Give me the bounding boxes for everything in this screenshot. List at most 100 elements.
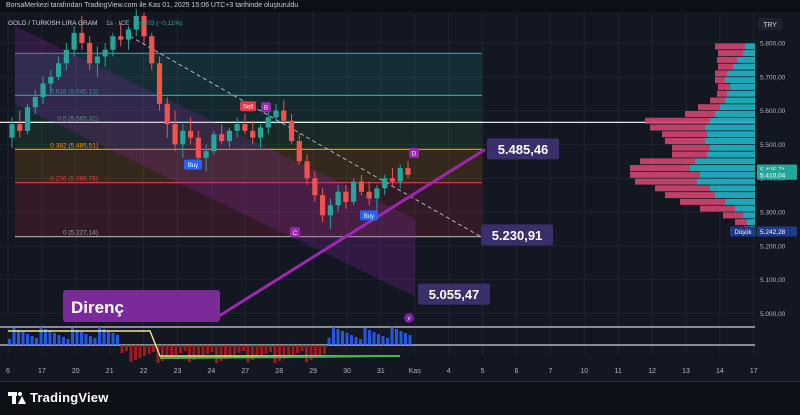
tradingview-brand: TradingView <box>30 390 109 405</box>
volume-bar-down <box>710 97 725 104</box>
volume-bar-up <box>705 124 755 131</box>
resistance-callout <box>63 290 220 322</box>
time-tick: 28 <box>275 368 283 375</box>
candle-body <box>374 188 380 199</box>
osc-bar <box>228 345 232 357</box>
price-annotation <box>418 283 490 305</box>
osc-bar <box>219 345 223 361</box>
price-tick: 5.500,00 <box>760 142 786 149</box>
osc-bar <box>381 336 385 345</box>
symbol-legend: GOLD / TURKISH LIRA GRAM 1s · ICE −6,03 (−… <box>8 20 182 27</box>
price-label <box>757 169 797 180</box>
osc-bar <box>282 345 286 359</box>
volume-bar-up <box>700 171 755 178</box>
osc-bar <box>116 335 119 345</box>
osc-bar <box>206 345 209 354</box>
time-tick: 20 <box>72 368 80 375</box>
candle-body <box>118 36 124 40</box>
osc-bar <box>341 331 344 345</box>
candle-body <box>273 110 279 118</box>
sell-marker <box>240 101 256 112</box>
candle-body <box>172 124 178 145</box>
volume-bar-down <box>718 83 730 90</box>
volume-profile <box>630 43 755 232</box>
candle-body <box>17 124 23 131</box>
fib-label: 0.382 (5.485,51) <box>50 142 98 149</box>
symbol-interval: 1s · ICE <box>106 20 130 27</box>
price-annotation <box>481 224 553 246</box>
osc-bar <box>309 345 313 360</box>
osc-bar <box>44 329 47 345</box>
osc-bar <box>296 345 299 353</box>
time-tick: 5 <box>481 368 485 375</box>
volume-bar-up <box>690 165 755 172</box>
time-tick: 22 <box>140 368 148 375</box>
osc-bar <box>372 332 376 345</box>
osc-bar <box>368 330 371 345</box>
osc-bar <box>35 338 38 345</box>
osc-bar <box>354 337 358 345</box>
osc-bar <box>350 335 353 345</box>
resistance-callout-text: Direnç <box>71 298 124 317</box>
price-axis[interactable]: 5.800,005.700,005.600,005.500,005.400,00… <box>730 12 800 381</box>
osc-bar <box>80 332 83 345</box>
time-tick: 6 <box>515 368 519 375</box>
volume-bar-down <box>717 90 727 97</box>
osc-bar <box>48 331 52 345</box>
osc-line <box>159 355 401 359</box>
osc-bar <box>57 335 61 345</box>
trendline-support <box>214 148 486 320</box>
osc-bar <box>102 329 106 345</box>
channel-midline <box>129 35 483 238</box>
osc-bar <box>138 345 142 358</box>
candle-body <box>389 178 396 182</box>
tradingview-logo[interactable]: TradingView <box>8 390 109 405</box>
volume-bar-up <box>730 83 755 90</box>
point-marker <box>290 227 300 238</box>
volume-bar-down <box>700 205 735 212</box>
osc-bar <box>107 331 110 345</box>
volume-bar-up <box>707 151 755 158</box>
point-label: D <box>412 151 417 157</box>
candle-body <box>327 205 333 216</box>
osc-bar <box>233 345 236 355</box>
osc-bar <box>386 338 389 345</box>
osc-bar <box>89 336 92 345</box>
volume-bar-up <box>725 198 755 205</box>
volume-bar-up <box>737 56 755 63</box>
fib-zone <box>15 53 482 96</box>
oscillator-pane <box>0 326 800 363</box>
volume-bar-up <box>715 110 755 117</box>
lightning-icon <box>404 313 414 323</box>
volume-bar-up <box>725 77 755 84</box>
lightning-glyph: ⚡ <box>407 315 412 323</box>
candle-body <box>226 130 233 142</box>
osc-bar <box>242 345 245 351</box>
osc-bar <box>201 345 205 356</box>
time-axis[interactable]: 6 17 20 21 22 23 24 27 28 29 30 31 Kas 4 5 6 7 10 11 12 13 14… <box>6 368 758 375</box>
fib-label: 0.5 (5.565,32) <box>58 115 98 122</box>
footer-bar: TradingView <box>0 381 800 415</box>
channel-fill <box>15 26 415 297</box>
price-tick: 5.800,00 <box>760 41 786 48</box>
price-label-text: 5.410,04 <box>760 172 786 179</box>
candles <box>9 9 411 229</box>
time-tick: 17 <box>38 368 46 375</box>
candle-body <box>79 32 85 43</box>
candle-body <box>351 181 357 202</box>
candle-body <box>312 178 318 196</box>
fib-label: 0.618 (5.645,13) <box>50 88 98 95</box>
time-tick: 11 <box>615 368 622 375</box>
candle-body <box>257 127 264 138</box>
osc-bar <box>377 334 380 345</box>
candle-body <box>187 130 194 138</box>
time-tick: 17 <box>750 368 758 375</box>
osc-bar <box>273 345 277 363</box>
candle-body <box>281 110 287 121</box>
osc-bar <box>395 329 398 345</box>
volume-bar-up <box>710 185 755 192</box>
buy-label: Buy <box>364 214 374 220</box>
candle-body <box>40 83 46 98</box>
candle-body <box>319 195 326 216</box>
